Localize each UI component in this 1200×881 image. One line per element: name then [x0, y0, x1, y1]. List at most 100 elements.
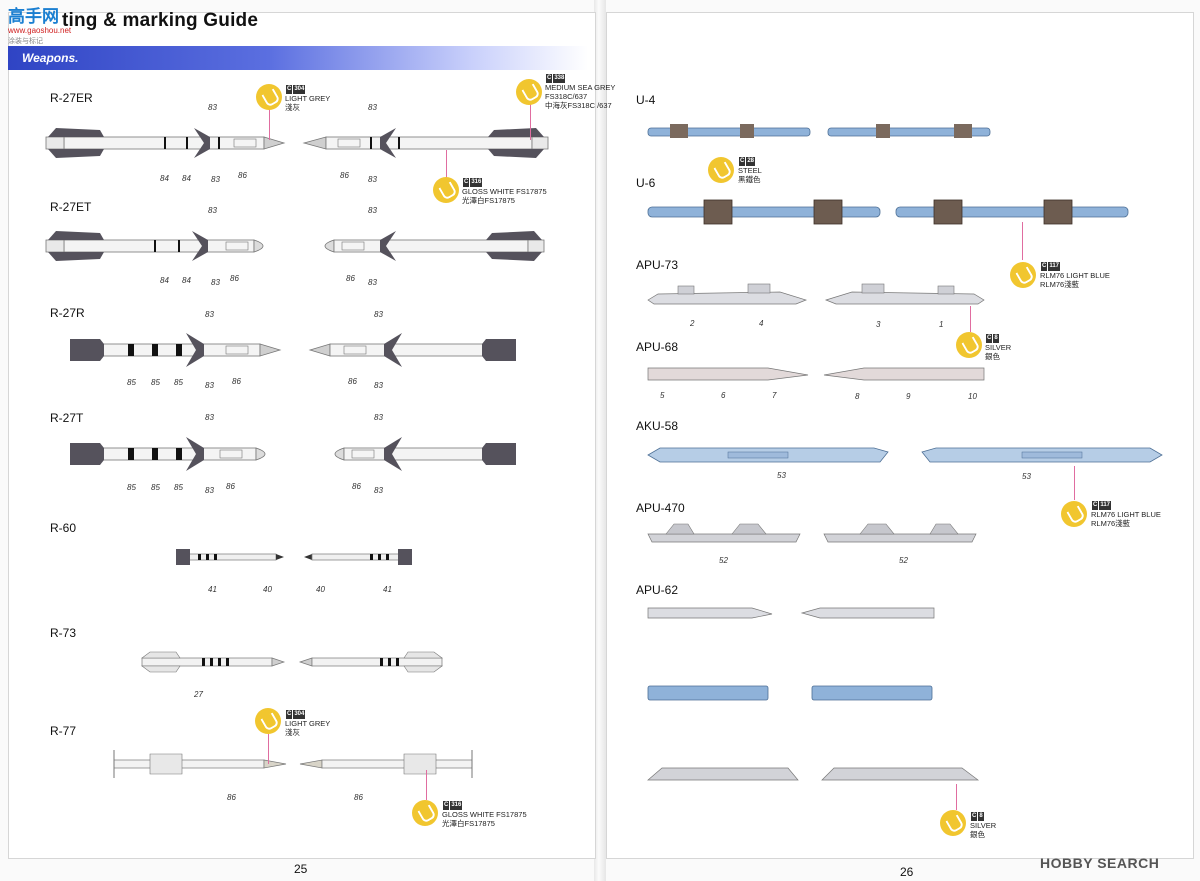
missile-r77-left: [113, 750, 287, 778]
rail-u4-left: [647, 124, 811, 138]
part-number: 83: [211, 175, 220, 184]
rail-u4-right: [827, 124, 991, 138]
rail-apu470-right: [823, 523, 977, 543]
part-number: 83: [368, 103, 377, 112]
weapon-label-r60: R-60: [50, 521, 77, 535]
pylon-blue-right: [811, 685, 933, 701]
part-number: 86: [238, 171, 247, 180]
paint-drop-icon: [516, 79, 542, 105]
part-number: 86: [232, 377, 241, 386]
weapon-label-apu73: APU-73: [636, 258, 679, 272]
part-number: 84: [182, 174, 191, 183]
right-page: [606, 12, 1194, 859]
paint-drop-icon: [1010, 262, 1036, 288]
rail-u6-right: [895, 199, 1129, 225]
missile-r27t-right: [334, 437, 516, 471]
part-number: 83: [205, 310, 214, 319]
part-number: 52: [719, 556, 728, 565]
pylon-grey-right: [821, 767, 980, 781]
part-number: 53: [777, 471, 786, 480]
part-number: 9: [906, 392, 911, 401]
weapon-label-r27et: R-27ET: [50, 200, 92, 214]
paint-callout-steel: C 28 STEEL 黑鐵色: [738, 157, 762, 184]
rail-apu73-left: [647, 283, 808, 305]
leader-line: [1074, 466, 1075, 500]
part-number: 40: [263, 585, 272, 594]
page-number-right: 26: [900, 865, 914, 879]
part-number: 83: [208, 206, 217, 215]
weapon-label-r77: R-77: [50, 724, 77, 738]
rail-apu68-right: [823, 367, 985, 381]
pylon-grey-left: [647, 767, 799, 781]
rail-apu62-right: [800, 607, 935, 619]
paint-drop-icon: [433, 177, 459, 203]
section-banner: Weapons.: [8, 46, 588, 70]
leader-line: [426, 770, 427, 800]
weapon-label-r27r: R-27R: [50, 306, 85, 320]
part-number: 83: [368, 175, 377, 184]
part-number: 52: [899, 556, 908, 565]
pylon-blue-left: [647, 685, 769, 701]
leader-line: [1022, 222, 1023, 260]
part-number: 83: [368, 278, 377, 287]
missile-r27er-right: [302, 128, 549, 158]
paint-callout-gloss-white: C 316 GLOSS WHITE FS17875 光澤白FS17875: [442, 801, 527, 828]
part-number: 84: [160, 276, 169, 285]
part-number: 86: [227, 793, 236, 802]
missile-r27t-left: [70, 437, 266, 471]
leader-line: [268, 734, 269, 764]
part-number: 4: [759, 319, 764, 328]
part-number: 83: [205, 381, 214, 390]
part-number: 86: [340, 171, 349, 180]
page-number-left: 25: [294, 862, 308, 876]
leader-line: [970, 306, 971, 332]
paint-callout-gloss-white: C 316 GLOSS WHITE FS17875 光澤白FS17875: [462, 178, 547, 205]
leader-line: [956, 784, 957, 810]
paint-callout-light-grey: C 304 LIGHT GREY 淺灰: [285, 85, 331, 112]
leader-line: [446, 150, 447, 178]
part-number: 27: [194, 690, 203, 699]
paint-drop-icon: [256, 84, 282, 110]
part-number: 41: [383, 585, 392, 594]
part-number: 85: [151, 483, 160, 492]
part-number: 86: [352, 482, 361, 491]
missile-r60-right: [304, 549, 412, 565]
rail-apu62-left: [647, 607, 773, 619]
weapon-label-r27er: R-27ER: [50, 91, 93, 105]
rail-aku58-left: [647, 447, 889, 463]
paint-callout-medium-sea-grey: C 338 MEDIUM SEA GREY FS318C/637 中海灰FS318C …: [545, 74, 616, 110]
paint-drop-icon: [956, 332, 982, 358]
rail-apu68-left: [647, 367, 809, 381]
part-number: 86: [346, 274, 355, 283]
part-number: 83: [368, 206, 377, 215]
part-number: 40: [316, 585, 325, 594]
part-number: 83: [374, 310, 383, 319]
part-number: 85: [127, 483, 136, 492]
part-number: 3: [876, 320, 881, 329]
part-number: 86: [354, 793, 363, 802]
part-number: 6: [721, 391, 726, 400]
missile-r73-right: [298, 651, 443, 673]
missile-r60-left: [176, 549, 284, 565]
part-number: 86: [230, 274, 239, 283]
footer-watermark: HOBBY SEARCH: [1040, 855, 1160, 871]
part-number: 83: [205, 486, 214, 495]
paint-drop-icon: [412, 800, 438, 826]
paint-drop-icon: [1061, 501, 1087, 527]
leader-line: [530, 104, 531, 140]
part-number: 8: [855, 392, 860, 401]
missile-r77-right: [299, 750, 473, 778]
paint-callout-rlm76-light-blue: C 117 RLM76 LIGHT BLUE RLM76淺藍: [1040, 262, 1110, 289]
part-number: 84: [182, 276, 191, 285]
paint-callout-light-grey: C 304 LIGHT GREY 淺灰: [285, 710, 331, 737]
part-number: 86: [226, 482, 235, 491]
paint-drop-icon: [255, 708, 281, 734]
weapon-label-apu68: APU-68: [636, 340, 679, 354]
part-number: 85: [174, 483, 183, 492]
part-number: 83: [205, 413, 214, 422]
part-number: 84: [160, 174, 169, 183]
rail-apu73-right: [824, 283, 985, 305]
weapon-label-aku58: AKU-58: [636, 419, 679, 433]
paint-drop-icon: [708, 157, 734, 183]
